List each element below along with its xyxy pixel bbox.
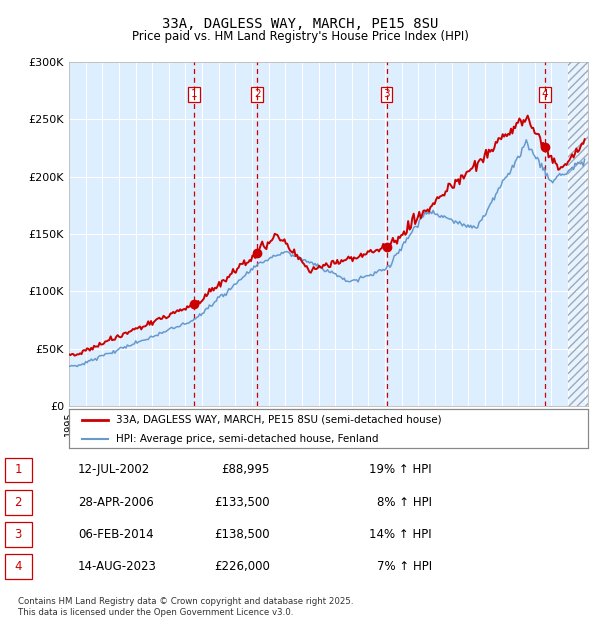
- Text: 2: 2: [14, 496, 22, 508]
- Text: 3: 3: [14, 528, 22, 541]
- Text: 28-APR-2006: 28-APR-2006: [78, 496, 154, 508]
- Text: 14% ↑ HPI: 14% ↑ HPI: [370, 528, 432, 541]
- Text: 33A, DAGLESS WAY, MARCH, PE15 8SU: 33A, DAGLESS WAY, MARCH, PE15 8SU: [162, 17, 438, 32]
- Text: 7% ↑ HPI: 7% ↑ HPI: [377, 560, 432, 573]
- Bar: [568, 62, 588, 406]
- Bar: [568, 62, 588, 406]
- Text: 12-JUL-2002: 12-JUL-2002: [78, 464, 150, 476]
- Text: Contains HM Land Registry data © Crown copyright and database right 2025.
This d: Contains HM Land Registry data © Crown c…: [18, 598, 353, 617]
- Text: 19% ↑ HPI: 19% ↑ HPI: [370, 464, 432, 476]
- Text: Price paid vs. HM Land Registry's House Price Index (HPI): Price paid vs. HM Land Registry's House …: [131, 30, 469, 43]
- Text: 33A, DAGLESS WAY, MARCH, PE15 8SU (semi-detached house): 33A, DAGLESS WAY, MARCH, PE15 8SU (semi-…: [116, 415, 442, 425]
- Text: £88,995: £88,995: [221, 464, 270, 476]
- Text: £226,000: £226,000: [214, 560, 270, 573]
- Text: 14-AUG-2023: 14-AUG-2023: [78, 560, 157, 573]
- Text: 2: 2: [254, 89, 260, 99]
- Text: 4: 4: [14, 560, 22, 573]
- Text: 4: 4: [542, 89, 548, 99]
- Text: 1: 1: [14, 464, 22, 476]
- Text: £133,500: £133,500: [214, 496, 270, 508]
- Text: HPI: Average price, semi-detached house, Fenland: HPI: Average price, semi-detached house,…: [116, 434, 378, 444]
- Text: 3: 3: [383, 89, 390, 99]
- Text: 1: 1: [191, 89, 197, 99]
- Text: £138,500: £138,500: [214, 528, 270, 541]
- Text: 06-FEB-2014: 06-FEB-2014: [78, 528, 154, 541]
- Text: 8% ↑ HPI: 8% ↑ HPI: [377, 496, 432, 508]
